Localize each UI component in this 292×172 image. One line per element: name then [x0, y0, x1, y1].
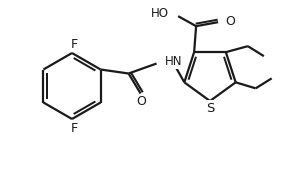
- Text: F: F: [70, 121, 78, 135]
- Text: HO: HO: [151, 7, 169, 20]
- Text: HN: HN: [165, 55, 182, 68]
- Text: O: O: [137, 95, 147, 108]
- Text: S: S: [206, 101, 214, 115]
- Text: F: F: [70, 37, 78, 51]
- Text: O: O: [225, 15, 235, 28]
